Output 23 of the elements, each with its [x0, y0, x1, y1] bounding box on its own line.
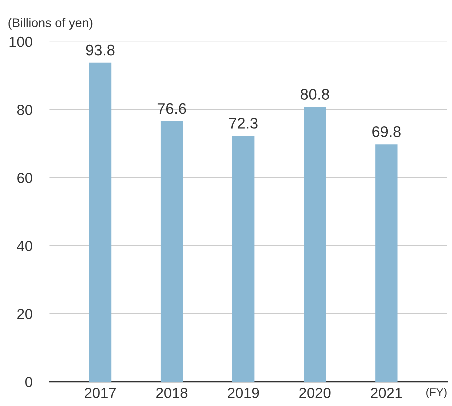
bar [89, 62, 112, 382]
data-label: 69.8 [372, 126, 401, 138]
data-label: 72.3 [230, 118, 258, 129]
y-tick-label: 0 [26, 377, 32, 388]
data-label: 80.8 [300, 89, 330, 100]
y-tick-label: 40 [17, 241, 32, 252]
bar [304, 107, 326, 382]
x-tick-label: 2020 [300, 388, 331, 398]
y-tick-label: 60 [18, 173, 32, 184]
data-label: 76.6 [158, 103, 186, 114]
y-tick-label: 100 [10, 36, 32, 48]
x-tick-label: 2021 [371, 388, 402, 398]
bar [232, 136, 255, 382]
bar [376, 144, 398, 382]
x-tick-label: 2017 [85, 388, 116, 398]
y-axis-title: (Billions of yen) [8, 18, 93, 30]
x-axis-title: (FY) [426, 388, 447, 399]
y-tick-label: 20 [18, 309, 32, 320]
x-tick-label: 2018 [156, 388, 188, 398]
y-tick-label: 80 [17, 104, 32, 116]
x-tick-label: 2019 [228, 388, 260, 398]
bar [160, 121, 184, 382]
data-label: 93.8 [86, 44, 115, 56]
